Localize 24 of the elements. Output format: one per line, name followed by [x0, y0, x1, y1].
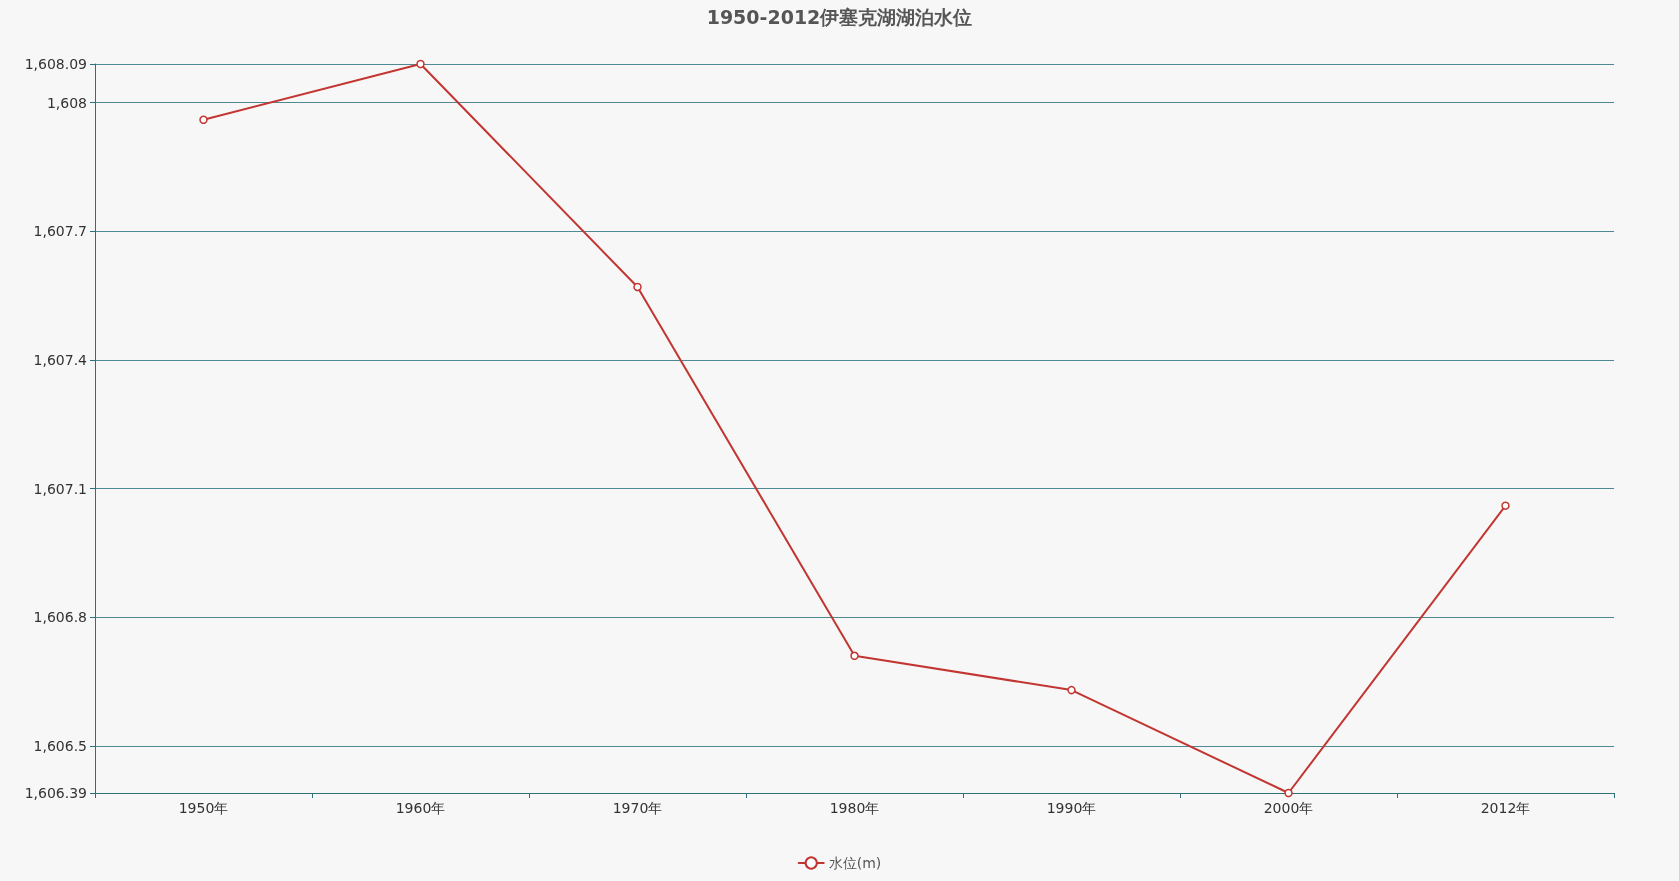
x-tick-label: 1960年 [395, 800, 446, 816]
y-tick-label: 1,608.09 [24, 56, 87, 72]
point [416, 59, 425, 69]
y-tick-label: 1,607.1 [33, 480, 87, 497]
point [1501, 501, 1510, 510]
point [850, 651, 859, 661]
legend-label: 水位(m) [828, 855, 882, 871]
y-tick-label: 1,606.5 [33, 737, 87, 754]
chart-title: 1950-2012伊塞克湖湖泊水位 [706, 5, 973, 28]
point [199, 115, 208, 124]
point [633, 282, 642, 292]
point [1067, 685, 1076, 695]
x-tick-label: 1980年 [829, 800, 880, 816]
y-tick-label: 1,607.7 [33, 223, 87, 240]
x-tick-label: 2000年 [1263, 800, 1314, 816]
y-tick-label: 1,608 [46, 94, 87, 111]
point [1284, 788, 1293, 798]
x-tick-label: 1970年 [612, 800, 663, 816]
y-tick-label: 1,606.39 [24, 785, 87, 801]
x-tick-label: 2012年 [1480, 800, 1531, 816]
y-tick-label: 1,607.4 [33, 351, 88, 368]
x-tick-label: 1990年 [1046, 800, 1097, 816]
x-tick-label: 1950年 [178, 800, 229, 816]
y-tick-label: 1,606.8 [33, 609, 87, 626]
